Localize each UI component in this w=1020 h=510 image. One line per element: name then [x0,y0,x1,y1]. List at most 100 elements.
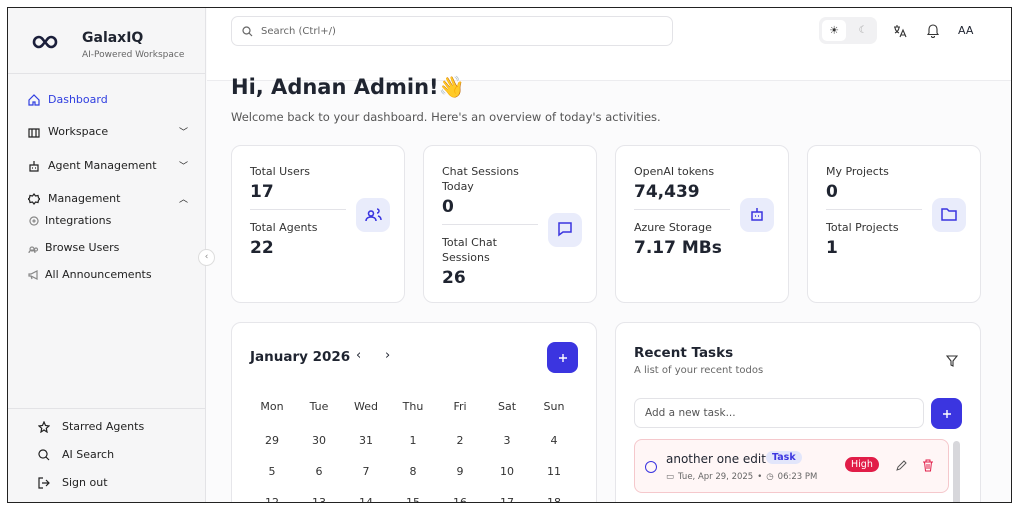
tasks-subtitle: A list of your recent todos [634,365,764,376]
calendar-day[interactable]: 2 [456,434,464,447]
calendar-day[interactable]: 9 [456,465,464,478]
submenu-label: All Announcements [45,268,152,281]
bell-icon[interactable] [926,23,940,38]
task-meta: ▭ Tue, Apr 29, 2025 • ◷ 06:23 PM [666,472,817,482]
calendar-card: January 2026 ‹ › Mon Tue Wed Thu Fri Sat Sun 29… [231,322,597,503]
nav-item[interactable]: Dashboard [28,93,188,106]
footer-item[interactable]: Sign out [38,476,108,489]
footer-item[interactable]: AI Search [38,448,114,461]
search-placeholder: Search (Ctrl+/) [261,25,336,37]
calendar-day[interactable]: 10 [500,465,514,478]
stat-label: Total Projects [826,221,899,234]
task-row[interactable]: another one edit Task ▭ Tue, Apr 29, 2025… [634,439,949,493]
task-title: another one edit [666,452,766,466]
nav-icon [38,476,50,489]
nav-icon [38,420,50,433]
nav-label: Management [48,192,121,205]
calendar-day[interactable]: 7 [362,465,370,478]
nav-icon [38,448,50,460]
calendar-month: January 2026 [250,349,351,365]
nav-item[interactable]: Management ︿ [28,192,188,205]
stat-value: 0 [826,182,838,202]
stat-card: OpenAI tokens 74,439 Azure Storage 7.17 MBs [615,145,789,303]
nav-label: Workspace [48,125,109,138]
calendar-day[interactable]: 30 [312,434,326,447]
stat-card: Chat Sessions Today 0 Total Chat Sessions 2… [423,145,597,303]
stat-label: OpenAI tokens [634,165,715,178]
filter-icon[interactable] [946,355,958,367]
calendar-day[interactable]: 4 [550,434,558,447]
submenu-item[interactable]: Browse Users [28,241,119,254]
icon [557,222,572,237]
add-event-button[interactable] [547,342,578,373]
divider [8,73,205,74]
tasks-card: Recent Tasks A list of your recent todos… [615,322,981,502]
calendar-day[interactable]: 12 [265,496,279,503]
footer-item[interactable]: Starred Agents [38,420,144,433]
brand: GalaxIQ [82,30,144,46]
calendar-day[interactable]: 11 [547,465,561,478]
nav-icon [28,127,40,138]
nav-item[interactable]: Workspace ﹀ [28,125,188,138]
stat-divider [250,209,346,210]
stat-row: OpenAI tokens 74,439 Azure Storage 7.17 MBs [634,164,774,265]
submenu-label: Integrations [45,214,112,227]
dark-mode[interactable]: ☾ [858,25,868,36]
stat-value: 0 [442,197,454,217]
stat-label: Azure Storage [634,221,712,234]
calendar-day[interactable]: 16 [453,496,467,503]
submenu-item[interactable]: All Announcements [28,268,152,281]
edit-icon[interactable] [895,460,907,472]
calendar-day[interactable]: 5 [268,465,276,478]
calendar-day[interactable]: 6 [315,465,323,478]
stat-row: Chat Sessions Today 0 Total Chat Sessions 2… [442,164,582,295]
nav-item[interactable]: Agent Management ﹀ [28,159,188,172]
separator: • [757,472,763,482]
stat-icon [932,197,966,232]
calendar-day[interactable]: 15 [406,496,420,503]
add-task-button[interactable] [931,398,962,429]
calendar-day[interactable]: 1 [409,434,417,447]
search-box[interactable]: Search (Ctrl+/) [231,16,673,46]
calendar-day[interactable]: 18 [547,496,561,503]
collapse-button[interactable]: ‹ [198,249,215,266]
stat-column: OpenAI tokens 74,439 Azure Storage 7.17 MBs [634,164,734,265]
stat-divider [442,224,538,225]
calendar-day[interactable]: 17 [500,496,514,503]
stat-value: 17 [250,182,274,202]
icon [750,208,763,221]
stat-icon [740,197,774,232]
task-priority: High [845,457,879,472]
delete-icon[interactable] [922,459,934,472]
calendar-day[interactable]: 14 [359,496,373,503]
stat-label: Total Chat Sessions [442,236,497,264]
calendar-day[interactable]: 3 [503,434,511,447]
submenu-item[interactable]: Integrations [28,214,111,227]
greeting: Hi, Adnan Admin!👋 [231,75,465,100]
calendar-day[interactable]: 13 [312,496,326,503]
stat-icon [548,212,582,247]
calendar-day[interactable]: 29 [265,434,279,447]
light-mode[interactable]: ☀ [822,20,846,41]
stat-value: 22 [250,238,274,258]
stat-row: Total Users 17 Total Agents 22 [250,164,390,265]
calendar-day[interactable]: 31 [359,434,373,447]
stat-label: Chat Sessions Today [442,165,519,193]
next-month[interactable]: › [385,348,391,363]
prev-month[interactable]: ‹ [356,348,362,363]
theme-toggle[interactable]: ☀ ☾ [819,17,877,44]
wave-emoji: 👋 [438,75,465,99]
translate-icon[interactable] [893,24,907,38]
calendar-day[interactable]: 8 [409,465,417,478]
avatar[interactable]: AA [958,24,974,37]
chevron: ﹀ [178,128,188,138]
submenu-label: Browse Users [45,241,120,254]
stat-divider [634,209,730,210]
weekday: Wed [354,400,378,413]
task-time: 06:23 PM [777,472,818,482]
task-checkbox[interactable] [645,461,657,473]
footer-label: Sign out [62,476,108,489]
logo [32,35,58,49]
sidebar: GalaxIQ AI-Powered Workspace Dashboard Wo… [8,8,206,502]
task-input[interactable]: Add a new task... [634,398,924,428]
